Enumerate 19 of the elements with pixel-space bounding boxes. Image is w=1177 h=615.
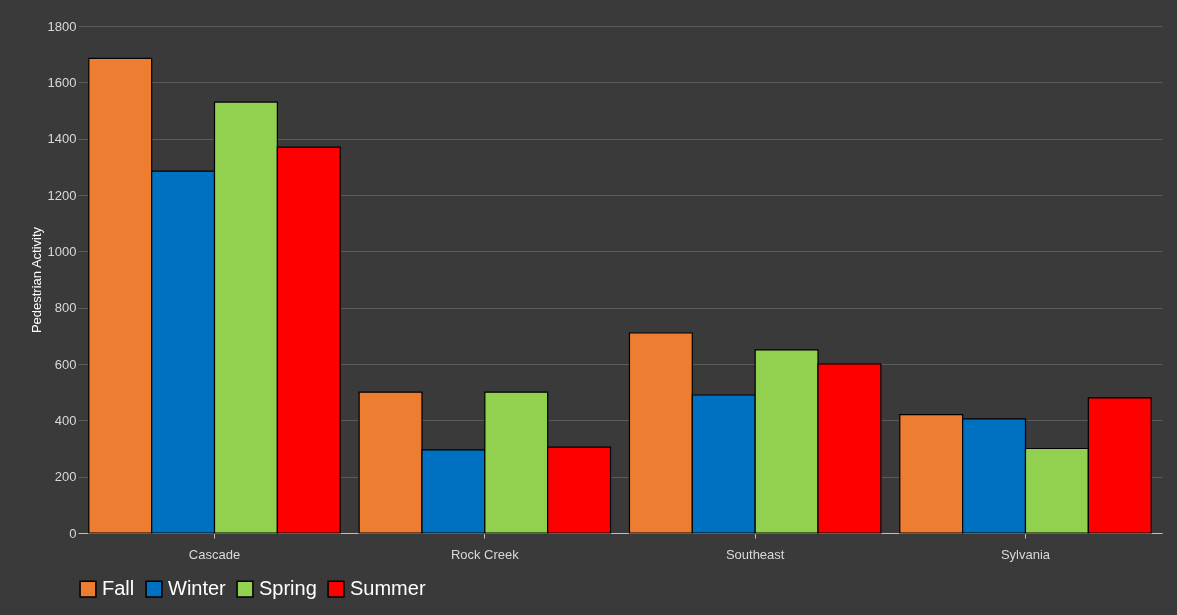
legend-label: Summer [350, 577, 426, 600]
x-tick-label: Cascade [188, 546, 241, 562]
y-tick-label: 200 [54, 469, 77, 485]
x-tick-label: Rock Creek [450, 546, 520, 562]
y-tick-label: 1200 [47, 187, 77, 203]
y-tick-label: 1400 [47, 131, 77, 147]
legend-label: Winter [168, 577, 227, 600]
y-tick-label: 0 [69, 525, 77, 541]
legend-label: Fall [102, 577, 135, 600]
x-tick-label: Southeast [725, 546, 785, 562]
x-tick-label: Sylvania [1000, 546, 1051, 562]
y-tick-label: 400 [54, 412, 77, 428]
y-tick-label: 1000 [47, 243, 77, 259]
y-tick-label: 600 [54, 356, 77, 372]
legend-label: Spring [259, 577, 317, 600]
y-axis-title: Pedestrian Activity [28, 226, 44, 334]
y-tick-label: 1800 [47, 18, 77, 34]
y-tick-label: 1600 [47, 74, 77, 90]
y-tick-label: 800 [54, 300, 77, 316]
